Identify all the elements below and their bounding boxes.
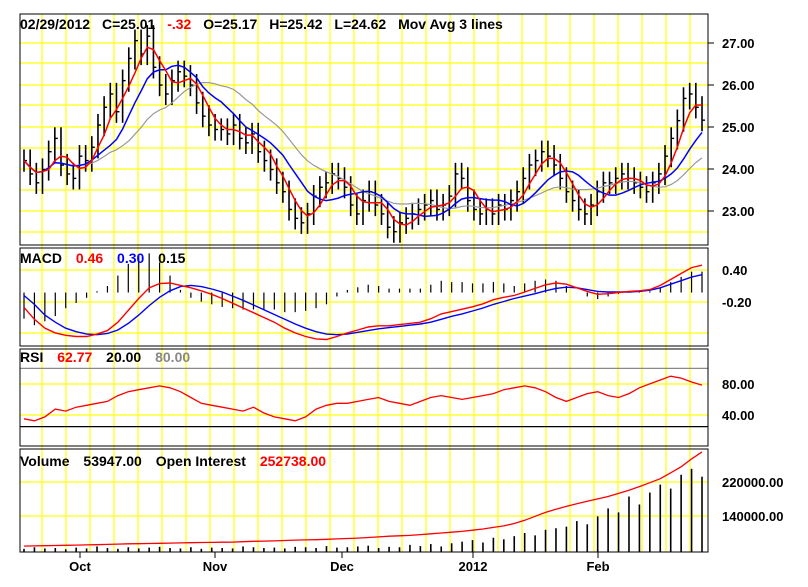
header-close: C=25.01 xyxy=(102,16,156,32)
price-tick-label: 26.00 xyxy=(722,78,755,93)
price-tick-label: 23.00 xyxy=(722,204,755,219)
ma-mid-line xyxy=(23,64,703,218)
x-tick-label: 2012 xyxy=(459,559,488,574)
volume-tick-label: 220000.00 xyxy=(722,475,783,490)
volume-label: Volume xyxy=(20,453,70,469)
open-interest-label: Open Interest xyxy=(156,453,247,469)
x-tick-label: Feb xyxy=(586,559,609,574)
open-interest-line xyxy=(23,451,703,547)
pane-frame xyxy=(19,247,709,347)
pane-frame xyxy=(19,448,709,553)
macd-tick-label: 0.40 xyxy=(722,263,747,278)
header-date: 02/29/2012 xyxy=(20,16,90,32)
svg-text:Volume 53947.00 Op: Volume 53947.00 Open Interest 252738.00 xyxy=(20,453,326,469)
header-change: -.32 xyxy=(167,16,191,32)
price-tick-label: 24.00 xyxy=(722,162,755,177)
pane-frame xyxy=(19,348,709,447)
ma-fast-line xyxy=(23,46,703,226)
price-tick-label: 27.00 xyxy=(722,36,755,51)
x-tick-label: Nov xyxy=(203,559,228,574)
header-open: O=25.17 xyxy=(203,16,257,32)
macd-line xyxy=(23,264,703,341)
volume-tick-label: 140000.00 xyxy=(722,509,783,524)
volume-value: 53947.00 xyxy=(83,453,142,469)
pane-frame xyxy=(19,13,709,246)
rsi-value-1: 62.77 xyxy=(57,349,92,365)
header-study: Mov Avg 3 lines xyxy=(398,16,503,32)
svg-text:MACD 0.46 0.30: MACD 0.46 0.30 0.15 xyxy=(20,250,186,266)
macd-tick-label: -0.20 xyxy=(722,295,752,310)
macd-label: MACD xyxy=(20,250,62,266)
price-tick-label: 25.00 xyxy=(722,120,755,135)
header-high: H=25.42 xyxy=(269,16,323,32)
x-tick-label: Oct xyxy=(69,559,91,574)
svg-text:02/29/2012 C=25.01: 02/29/2012 C=25.01 -.32 O=25.17 H=25.42 … xyxy=(20,16,503,32)
rsi-label: RSI xyxy=(20,349,43,365)
rsi-tick-label: 80.00 xyxy=(722,377,755,392)
macd-signal-line xyxy=(23,274,703,336)
macd-value-3: 0.15 xyxy=(158,250,185,266)
macd-value-1: 0.46 xyxy=(76,250,103,266)
rsi-line xyxy=(23,375,703,422)
rsi-value-2: 20.00 xyxy=(106,349,141,365)
rsi-value-3: 80.00 xyxy=(155,349,190,365)
header-low: L=24.62 xyxy=(334,16,386,32)
macd-value-2: 0.30 xyxy=(117,250,144,266)
rsi-tick-label: 40.00 xyxy=(722,408,755,423)
x-tick-label: Dec xyxy=(330,559,354,574)
svg-text:RSI 62.77 20.00: RSI 62.77 20.00 80.00 xyxy=(20,349,190,365)
open-interest-value: 252738.00 xyxy=(260,453,326,469)
